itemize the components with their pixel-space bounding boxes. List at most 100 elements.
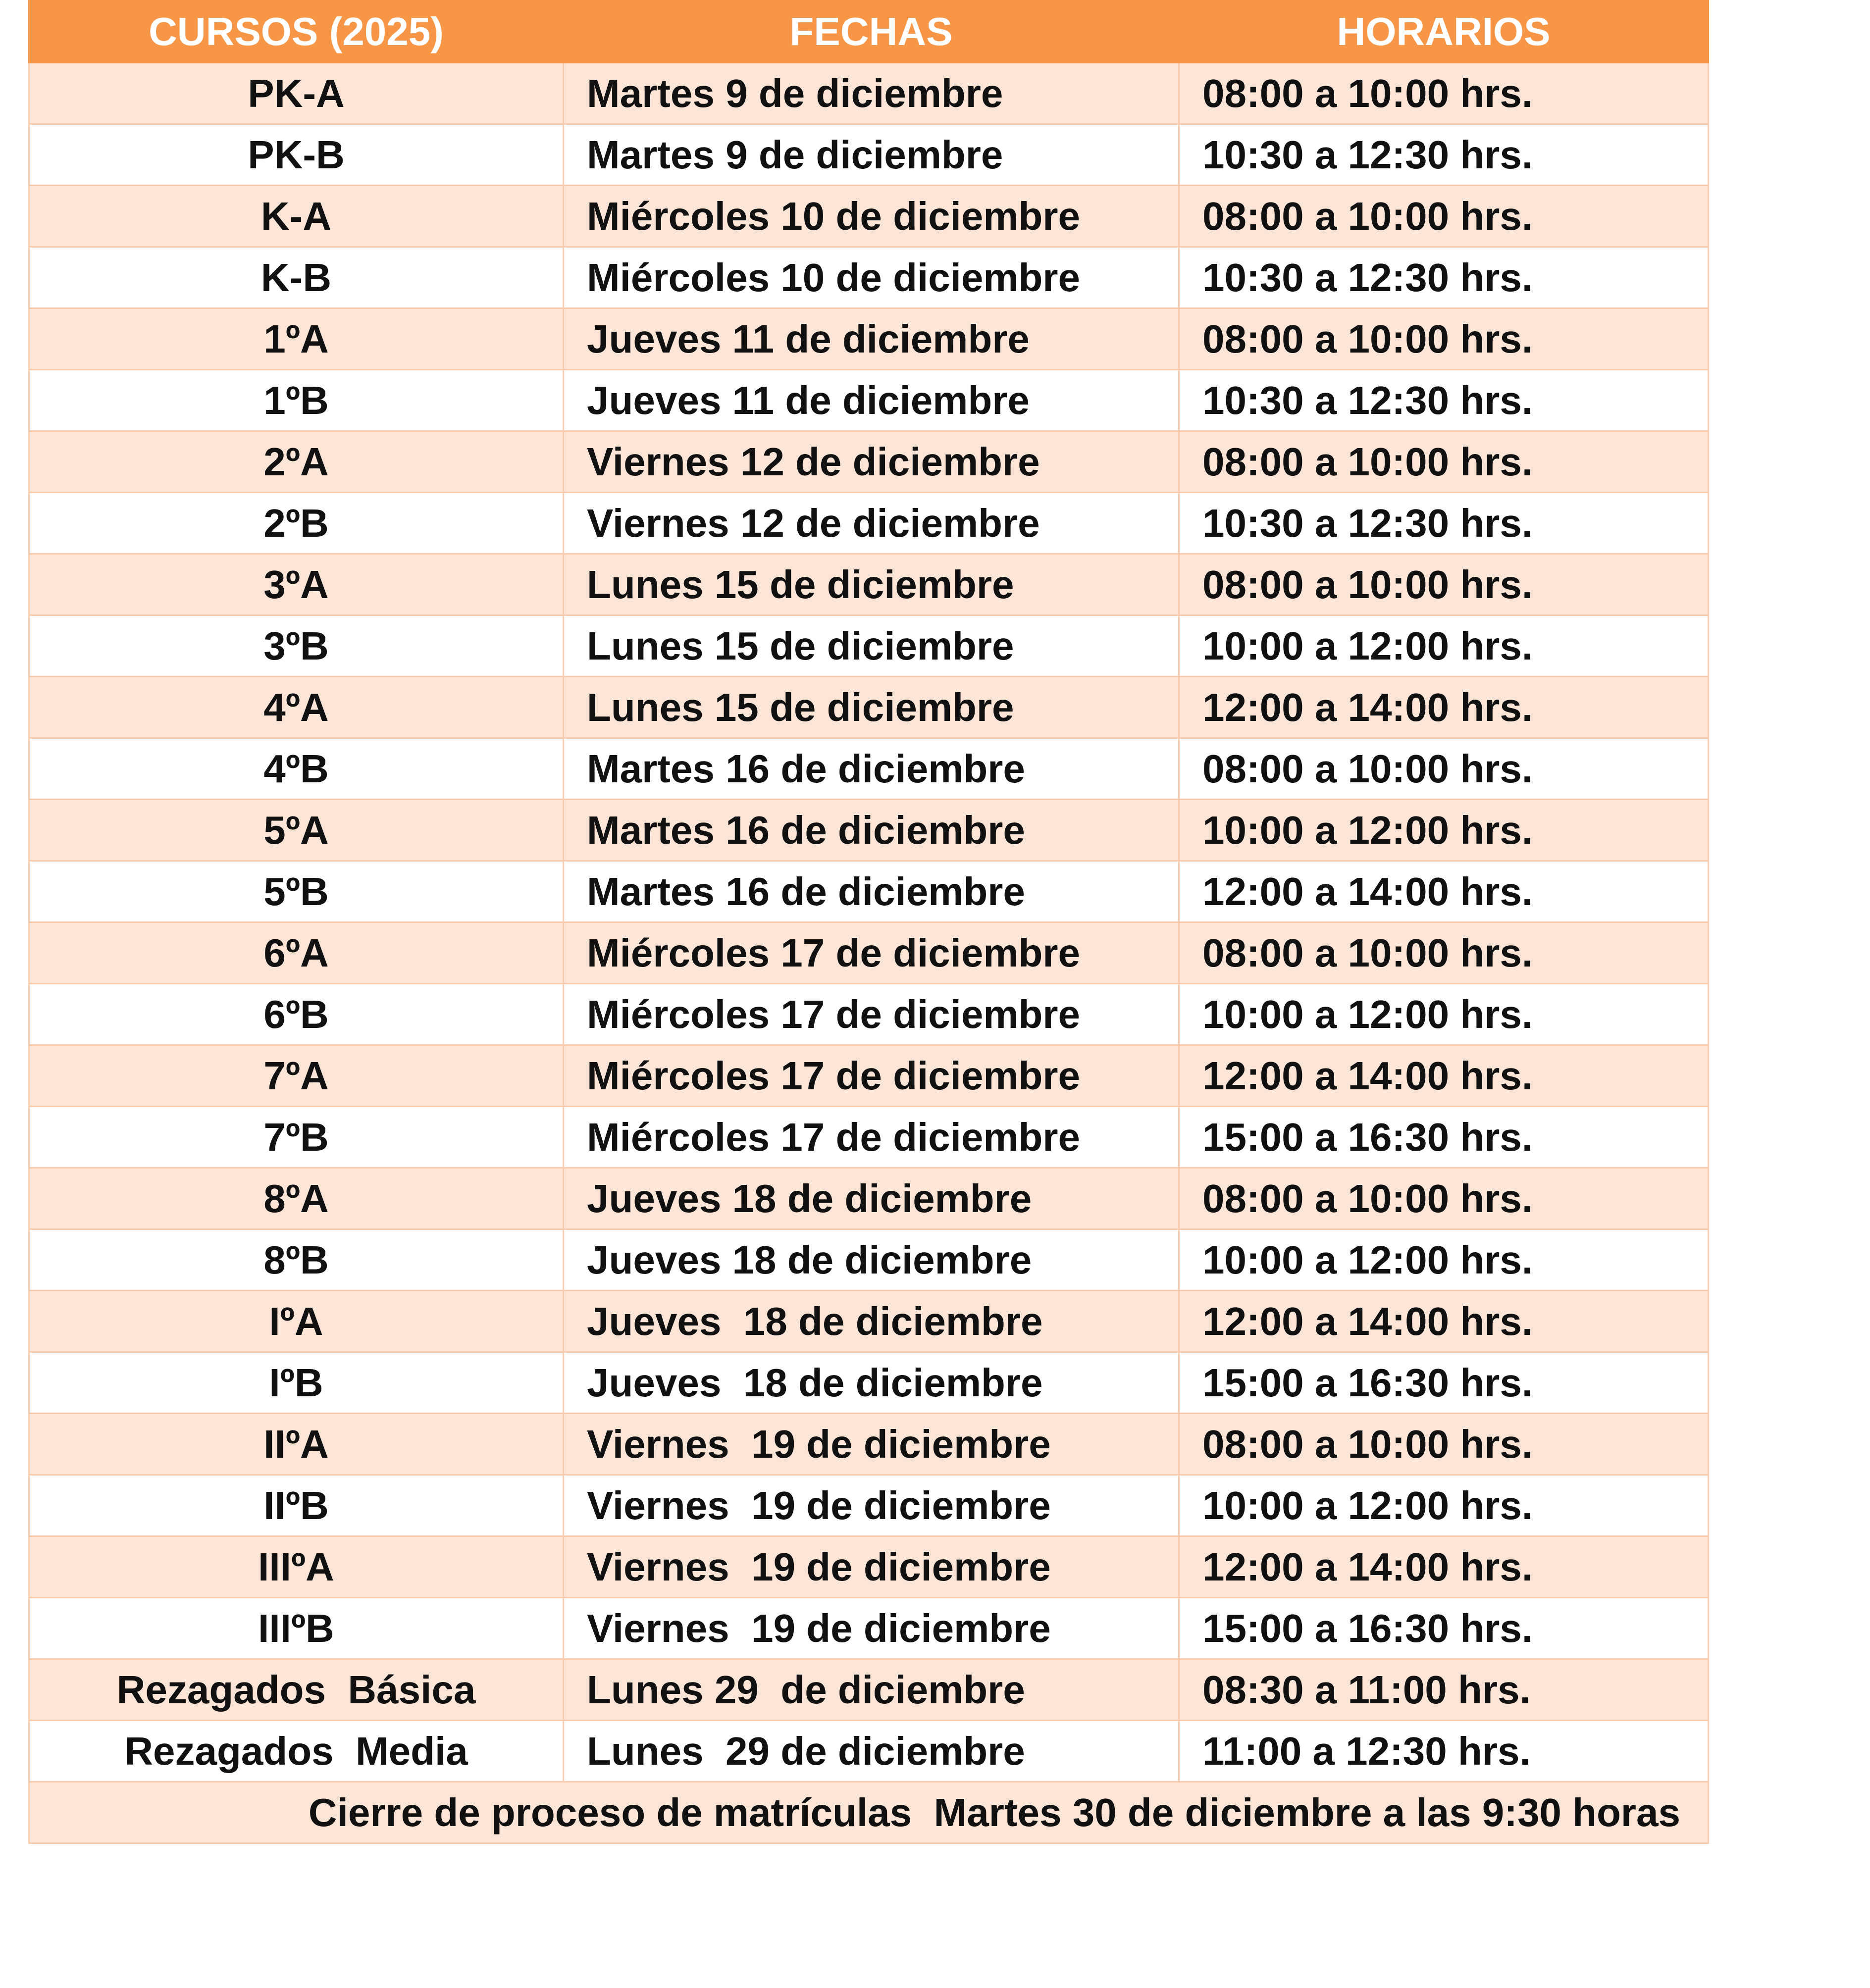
table-row: 7ºA Miércoles 17 de diciembre 12:00 a 14:0…: [28, 1044, 1709, 1107]
course-cell: Rezagados Básica: [28, 1658, 564, 1721]
date-cell: Martes 16 de diciembre: [563, 860, 1180, 923]
table-row: 1ºA Jueves 11 de diciembre 08:00 a 10:00 h…: [28, 307, 1709, 370]
date-cell: Jueves 11 de diciembre: [563, 307, 1180, 370]
time-cell: 08:00 a 10:00 hrs.: [1178, 1167, 1709, 1230]
table-row: 3ºA Lunes 15 de diciembre 08:00 a 10:00 hr…: [28, 553, 1709, 616]
time-cell: 08:00 a 10:00 hrs.: [1178, 430, 1709, 493]
course-cell: 3ºB: [28, 614, 564, 677]
table-row: 5ºB Martes 16 de diciembre 12:00 a 14:00 h…: [28, 860, 1709, 923]
time-cell: 08:00 a 10:00 hrs.: [1178, 62, 1709, 125]
table-row: Rezagados Media Lunes 29 de diciembre 11:0…: [28, 1720, 1709, 1783]
table-row: 1ºB Jueves 11 de diciembre 10:30 a 12:30 h…: [28, 369, 1709, 432]
table-row: 7ºB Miércoles 17 de diciembre 15:00 a 16:3…: [28, 1106, 1709, 1169]
table-row: IIºB Viernes 19 de diciembre 10:00 a 12:00…: [28, 1474, 1709, 1537]
footer-note: Cierre de proceso de matrículas Martes 3…: [28, 1781, 1709, 1844]
date-cell: Miércoles 10 de diciembre: [563, 185, 1180, 248]
date-cell: Lunes 15 de diciembre: [563, 614, 1180, 677]
time-cell: 15:00 a 16:30 hrs.: [1178, 1106, 1709, 1169]
course-cell: PK-A: [28, 62, 564, 125]
header-cell: CURSOS (2025): [28, 0, 564, 63]
time-cell: 10:00 a 12:00 hrs.: [1178, 614, 1709, 677]
course-cell: PK-B: [28, 123, 564, 186]
course-cell: Rezagados Media: [28, 1720, 564, 1783]
table-row: 8ºB Jueves 18 de diciembre 10:00 a 12:00 h…: [28, 1228, 1709, 1291]
table-row: 4ºA Lunes 15 de diciembre 12:00 a 14:00 hr…: [28, 676, 1709, 739]
time-cell: 12:00 a 14:00 hrs.: [1178, 860, 1709, 923]
time-cell: 15:00 a 16:30 hrs.: [1178, 1597, 1709, 1660]
footer-row: Cierre de proceso de matrículas Martes 3…: [28, 1781, 1709, 1844]
table-row: IIIºA Viernes 19 de diciembre 12:00 a 14:0…: [28, 1535, 1709, 1598]
date-cell: Jueves 18 de diciembre: [563, 1167, 1180, 1230]
date-cell: Jueves 18 de diciembre: [563, 1228, 1180, 1291]
time-cell: 10:00 a 12:00 hrs.: [1178, 1228, 1709, 1291]
table-row: IIIºB Viernes 19 de diciembre 15:00 a 16:3…: [28, 1597, 1709, 1660]
date-cell: Martes 16 de diciembre: [563, 799, 1180, 862]
course-cell: 8ºB: [28, 1228, 564, 1291]
course-cell: 6ºB: [28, 983, 564, 1046]
date-cell: Jueves 18 de diciembre: [563, 1290, 1180, 1353]
table-row: Rezagados Básica Lunes 29 de diciembre 08:…: [28, 1658, 1709, 1721]
date-cell: Jueves 11 de diciembre: [563, 369, 1180, 432]
course-cell: 6ºA: [28, 921, 564, 984]
header-cell: FECHAS: [563, 0, 1180, 63]
date-cell: Miércoles 10 de diciembre: [563, 246, 1180, 309]
time-cell: 11:00 a 12:30 hrs.: [1178, 1720, 1709, 1783]
date-cell: Miércoles 17 de diciembre: [563, 1044, 1180, 1107]
time-cell: 08:00 a 10:00 hrs.: [1178, 1413, 1709, 1476]
date-cell: Martes 9 de diciembre: [563, 123, 1180, 186]
date-cell: Martes 9 de diciembre: [563, 62, 1180, 125]
time-cell: 10:00 a 12:00 hrs.: [1178, 1474, 1709, 1537]
date-cell: Jueves 18 de diciembre: [563, 1351, 1180, 1414]
course-cell: IIºB: [28, 1474, 564, 1537]
date-cell: Viernes 12 de diciembre: [563, 430, 1180, 493]
header-cell: HORARIOS: [1178, 0, 1709, 63]
date-cell: Miércoles 17 de diciembre: [563, 921, 1180, 984]
course-cell: 2ºA: [28, 430, 564, 493]
date-cell: Lunes 29 de diciembre: [563, 1658, 1180, 1721]
table-row: IIºA Viernes 19 de diciembre 08:00 a 10:00…: [28, 1413, 1709, 1476]
course-cell: 5ºA: [28, 799, 564, 862]
course-cell: 4ºB: [28, 737, 564, 800]
date-cell: Miércoles 17 de diciembre: [563, 1106, 1180, 1169]
date-cell: Lunes 29 de diciembre: [563, 1720, 1180, 1783]
table-row: K-B Miércoles 10 de diciembre 10:30 a 12:3…: [28, 246, 1709, 309]
date-cell: Lunes 15 de diciembre: [563, 676, 1180, 739]
table-row: 5ºA Martes 16 de diciembre 10:00 a 12:00 h…: [28, 799, 1709, 862]
course-cell: 7ºB: [28, 1106, 564, 1169]
time-cell: 10:30 a 12:30 hrs.: [1178, 492, 1709, 555]
table-body: PK-A Martes 9 de diciembre 08:00 a 10:00 h…: [28, 62, 1709, 1844]
table-row: 2ºA Viernes 12 de diciembre 08:00 a 10:00 …: [28, 430, 1709, 493]
course-cell: IIIºA: [28, 1535, 564, 1598]
time-cell: 12:00 a 14:00 hrs.: [1178, 1044, 1709, 1107]
table-row: 4ºB Martes 16 de diciembre 08:00 a 10:00 h…: [28, 737, 1709, 800]
course-cell: 2ºB: [28, 492, 564, 555]
time-cell: 08:00 a 10:00 hrs.: [1178, 307, 1709, 370]
time-cell: 12:00 a 14:00 hrs.: [1178, 1290, 1709, 1353]
time-cell: 10:00 a 12:00 hrs.: [1178, 799, 1709, 862]
course-cell: IIIºB: [28, 1597, 564, 1660]
table-row: PK-A Martes 9 de diciembre 08:00 a 10:00 h…: [28, 62, 1709, 125]
date-cell: Lunes 15 de diciembre: [563, 553, 1180, 616]
course-cell: K-A: [28, 185, 564, 248]
date-cell: Viernes 19 de diciembre: [563, 1413, 1180, 1476]
course-cell: IIºA: [28, 1413, 564, 1476]
course-cell: K-B: [28, 246, 564, 309]
table-row: 2ºB Viernes 12 de diciembre 10:30 a 12:30 …: [28, 492, 1709, 555]
date-cell: Viernes 19 de diciembre: [563, 1474, 1180, 1537]
date-cell: Viernes 19 de diciembre: [563, 1535, 1180, 1598]
table-row: IºA Jueves 18 de diciembre 12:00 a 14:00 h…: [28, 1290, 1709, 1353]
date-cell: Miércoles 17 de diciembre: [563, 983, 1180, 1046]
course-cell: 1ºB: [28, 369, 564, 432]
course-cell: IºA: [28, 1290, 564, 1353]
time-cell: 08:30 a 11:00 hrs.: [1178, 1658, 1709, 1721]
time-cell: 10:30 a 12:30 hrs.: [1178, 123, 1709, 186]
table-row: PK-B Martes 9 de diciembre 10:30 a 12:30 h…: [28, 123, 1709, 186]
course-cell: 5ºB: [28, 860, 564, 923]
time-cell: 08:00 a 10:00 hrs.: [1178, 553, 1709, 616]
time-cell: 10:30 a 12:30 hrs.: [1178, 246, 1709, 309]
course-cell: 1ºA: [28, 307, 564, 370]
time-cell: 10:00 a 12:00 hrs.: [1178, 983, 1709, 1046]
header-row: CURSOS (2025) FECHAS HORARIOS: [28, 0, 1709, 63]
course-cell: 8ºA: [28, 1167, 564, 1230]
